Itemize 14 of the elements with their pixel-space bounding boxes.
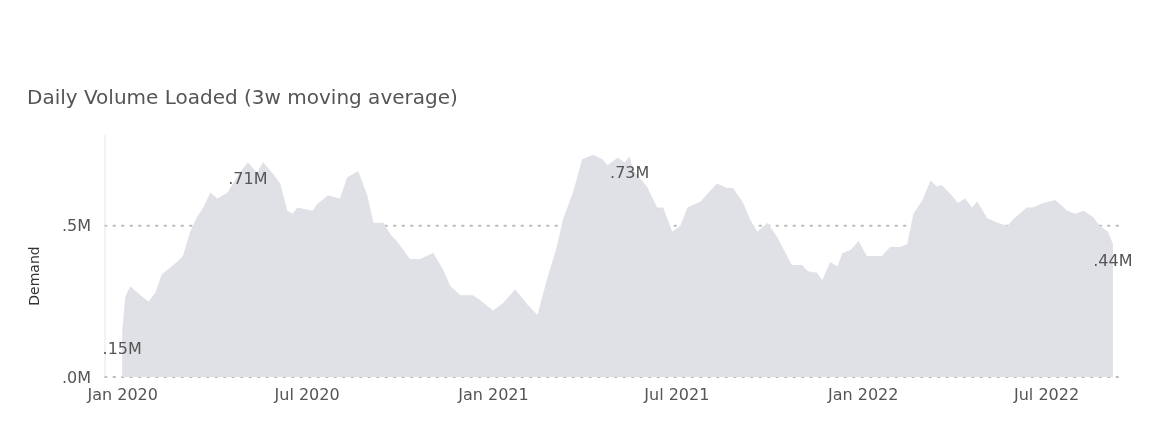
y-axis-title: Demand	[26, 246, 42, 306]
annotation: .44M	[1093, 250, 1133, 270]
y-tick-label: .5M	[61, 216, 91, 236]
annotation: .71M	[228, 169, 268, 189]
y-tick-label: .0M	[61, 367, 91, 387]
x-tick-label: Jan 2022	[826, 385, 899, 405]
chart-title: Daily Volume Loaded (3w moving average)	[27, 85, 458, 109]
x-tick-label: Jan 2020	[86, 385, 158, 405]
x-tick-label: Jul 2020	[273, 385, 340, 405]
x-tick-label: Jul 2021	[643, 385, 710, 405]
annotation: .15M	[102, 338, 142, 358]
annotation: .73M	[610, 163, 650, 183]
x-tick-label: Jan 2021	[457, 385, 529, 405]
x-tick-label: Jul 2022	[1013, 385, 1080, 405]
